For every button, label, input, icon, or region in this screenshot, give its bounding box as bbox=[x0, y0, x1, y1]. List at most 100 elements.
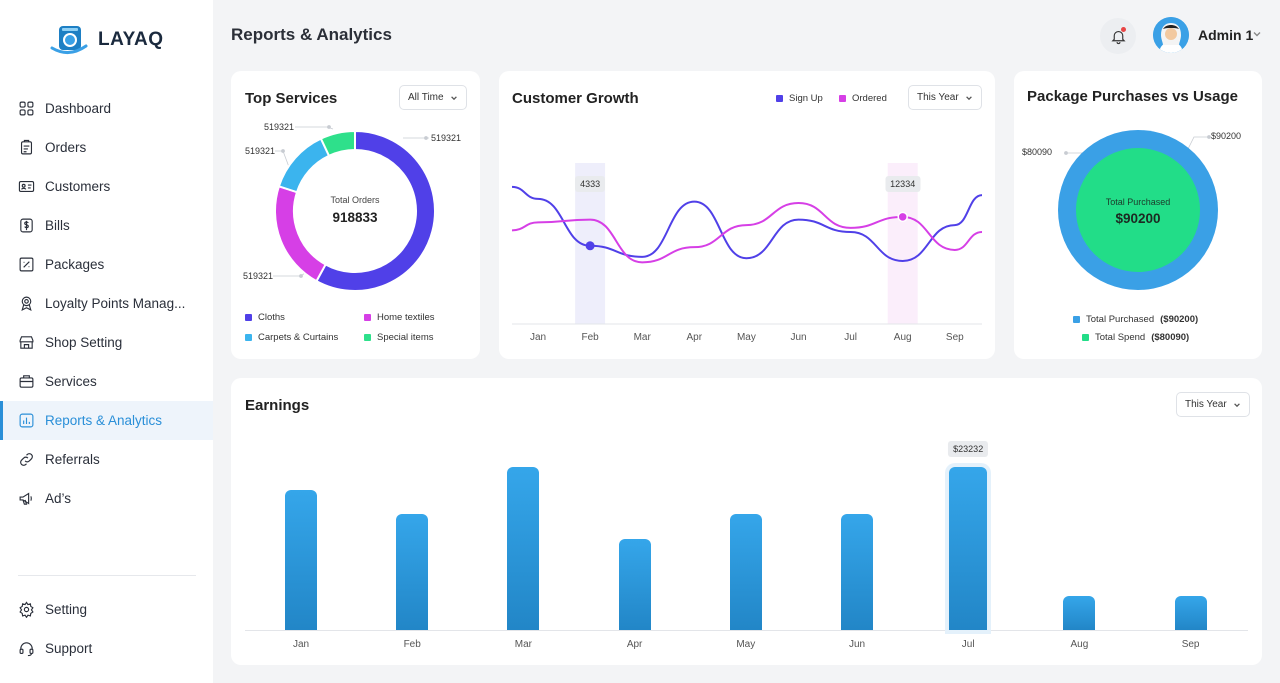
sidebar-item-referrals[interactable]: Referrals bbox=[0, 440, 213, 479]
x-tick-label: Jul bbox=[844, 332, 857, 343]
legend-swatch bbox=[1073, 316, 1080, 323]
legend-label: Ordered bbox=[852, 93, 887, 104]
legend-label: Special items bbox=[377, 332, 434, 343]
sidebar-item-customers[interactable]: Customers bbox=[0, 167, 213, 206]
bar-aug[interactable] bbox=[1063, 596, 1096, 630]
clipboard-icon bbox=[20, 139, 33, 155]
legend-item-total-spend: Total Spend ($80090) bbox=[1082, 332, 1189, 343]
sidebar: LAYAQ Dashboard Orders Customers Bills P… bbox=[0, 0, 213, 683]
sidebar-item-setting[interactable]: Setting bbox=[0, 590, 213, 629]
chevron-down-icon bbox=[1233, 402, 1240, 407]
customer-growth-filter[interactable]: This Year bbox=[908, 85, 982, 110]
sidebar-item-dashboard[interactable]: Dashboard bbox=[0, 89, 213, 128]
donut-callout-label: 519321 bbox=[264, 122, 295, 132]
briefcase-icon bbox=[19, 375, 34, 388]
page-title: Reports & Analytics bbox=[231, 25, 392, 44]
bar-sep[interactable] bbox=[1174, 596, 1207, 630]
legend-swatch bbox=[839, 95, 846, 102]
sidebar-item-ads[interactable]: Ad’s bbox=[0, 479, 213, 518]
ring-callout-left: $80090 bbox=[1022, 147, 1053, 157]
filter-value: This Year bbox=[917, 92, 959, 103]
x-tick-label: Sep bbox=[945, 332, 964, 343]
megaphone-icon bbox=[19, 492, 32, 505]
sidebar-item-label: Loyalty Points Manag... bbox=[45, 296, 186, 311]
id-card-icon bbox=[18, 180, 35, 193]
ring-center-value: $90200 bbox=[1115, 211, 1161, 226]
x-tick-label: Sep bbox=[1181, 639, 1200, 650]
top-services-filter[interactable]: All Time bbox=[399, 85, 467, 110]
chevron-down-icon[interactable] bbox=[1252, 29, 1262, 39]
avatar[interactable] bbox=[1153, 17, 1189, 53]
highlight-point[interactable] bbox=[897, 211, 908, 223]
x-tick-label: Jun bbox=[790, 332, 807, 343]
highlight-point[interactable] bbox=[585, 241, 595, 251]
card-title: Earnings bbox=[245, 397, 310, 414]
sidebar-item-reports-analytics[interactable]: Reports & Analytics bbox=[0, 401, 213, 440]
bar-feb[interactable] bbox=[396, 514, 429, 630]
sidebar-item-orders[interactable]: Orders bbox=[0, 128, 213, 167]
bar-jan[interactable] bbox=[285, 489, 317, 630]
bar-mar[interactable] bbox=[507, 467, 540, 630]
notification-dot bbox=[1121, 27, 1126, 32]
x-tick-label: Apr bbox=[626, 639, 643, 650]
donut-slice-cloths[interactable] bbox=[315, 129, 436, 292]
gear-icon bbox=[19, 601, 34, 618]
legend-value: ($80090) bbox=[1151, 332, 1190, 343]
legend-label: Cloths bbox=[258, 312, 285, 323]
grid-icon bbox=[19, 101, 34, 116]
bar-jul[interactable] bbox=[949, 466, 988, 630]
sidebar-item-support[interactable]: Support bbox=[0, 629, 213, 668]
sidebar-item-loyalty-points[interactable]: Loyalty Points Manag... bbox=[0, 284, 213, 323]
legend-label: Total Spend bbox=[1095, 332, 1146, 343]
sidebar-bottom-nav: Setting Support bbox=[0, 590, 213, 668]
sidebar-item-services[interactable]: Services bbox=[0, 362, 213, 401]
admin-name[interactable]: Admin 1 bbox=[1198, 27, 1254, 43]
donut-slice-carpets-curtains[interactable] bbox=[277, 137, 331, 194]
legend-label: Sign Up bbox=[789, 93, 823, 104]
earnings-filter[interactable]: This Year bbox=[1176, 392, 1250, 417]
bar-tooltip: $23232 bbox=[948, 440, 989, 457]
user-avatar-icon bbox=[1153, 17, 1189, 53]
donut-slice-special-items[interactable] bbox=[319, 129, 356, 158]
ring-center-label: Total Purchased bbox=[1105, 197, 1171, 207]
bar-may[interactable] bbox=[729, 514, 762, 630]
series-line-sign-up bbox=[511, 185, 983, 262]
x-tick-label: Jan bbox=[529, 332, 547, 343]
sidebar-divider bbox=[18, 575, 196, 576]
x-tick-label: Feb bbox=[581, 332, 599, 343]
shop-icon bbox=[19, 336, 34, 349]
x-tick-label: Jul bbox=[961, 639, 975, 650]
sidebar-item-label: Bills bbox=[45, 218, 70, 233]
legend-label: Carpets & Curtains bbox=[258, 332, 339, 343]
x-tick-label: Aug bbox=[893, 332, 912, 343]
bar-jun[interactable] bbox=[841, 514, 873, 630]
card-title: Package Purchases vs Usage bbox=[1027, 88, 1238, 105]
x-tick-label: Jan bbox=[292, 639, 310, 650]
sidebar-item-packages[interactable]: Packages bbox=[0, 245, 213, 284]
sidebar-item-shop-setting[interactable]: Shop Setting bbox=[0, 323, 213, 362]
card-title: Customer Growth bbox=[512, 90, 639, 107]
sidebar-item-bills[interactable]: Bills bbox=[0, 206, 213, 245]
notifications-button[interactable] bbox=[1100, 18, 1136, 54]
sidebar-item-label: Customers bbox=[45, 179, 111, 194]
legend-label: Total Purchased bbox=[1086, 314, 1155, 325]
sidebar-item-label: Shop Setting bbox=[45, 335, 123, 350]
donut-callout-label: 519321 bbox=[243, 271, 274, 281]
donut-center-value: 918833 bbox=[332, 210, 378, 225]
legend-swatch bbox=[776, 95, 783, 102]
legend-item-carpets-curtains: Carpets & Curtains bbox=[245, 332, 338, 343]
package-card: Package Purchases vs Usage $90200 $80090… bbox=[1014, 71, 1262, 359]
donut-callout-label: 519321 bbox=[431, 133, 462, 143]
bar-apr[interactable] bbox=[618, 538, 651, 630]
sidebar-nav: Dashboard Orders Customers Bills Package… bbox=[0, 89, 213, 518]
x-tick-label: May bbox=[736, 639, 756, 650]
earnings-card: Earnings This Year Jan Feb Mar Apr May Jun Jul… bbox=[231, 378, 1262, 665]
washing-machine-logo-icon bbox=[50, 26, 88, 54]
brand-logo[interactable]: LAYAQ bbox=[50, 24, 164, 56]
ring-callout-right: $90200 bbox=[1211, 131, 1242, 141]
sidebar-item-label: Setting bbox=[45, 602, 88, 617]
dollar-icon bbox=[20, 218, 33, 233]
filter-value: All Time bbox=[408, 92, 444, 103]
chart-icon bbox=[19, 413, 34, 428]
x-tick-label: Mar bbox=[633, 332, 651, 343]
